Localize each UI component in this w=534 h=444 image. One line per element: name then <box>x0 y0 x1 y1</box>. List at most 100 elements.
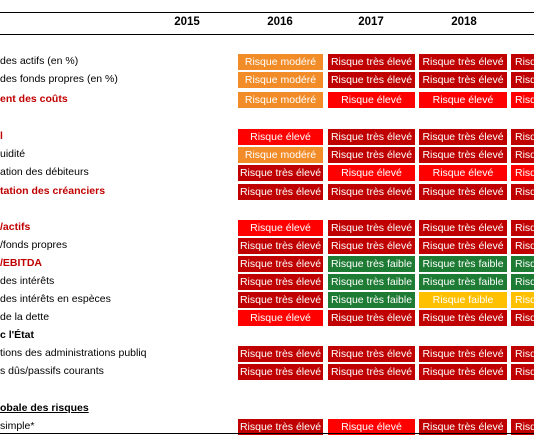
risk-cell-col-4: Risque très faible <box>511 256 534 272</box>
row-label: uidité <box>0 148 26 160</box>
risk-cell-col-4: Risque très élevé <box>511 147 534 163</box>
row-label: /fonds propres <box>0 239 68 251</box>
risk-cell-col-2: Risque très faible <box>328 274 415 290</box>
risk-cell-col-3: Risque très élevé <box>419 147 507 163</box>
risk-cell-col-4: Risque très élevé <box>511 238 534 254</box>
risk-cell-col-1: Risque très élevé <box>238 256 323 272</box>
header-bottom-rule <box>0 34 534 35</box>
risk-cell-col-1: Risque modéré <box>238 147 323 163</box>
table-row: ent des coûts Risque modéré Risque élevé Ri… <box>0 91 534 109</box>
risk-cell-col-3: Risque très élevé <box>419 346 507 362</box>
table-row: tions des administrations publiq Risque t… <box>0 345 534 363</box>
risk-cell-col-2: Risque très élevé <box>328 72 415 88</box>
risk-cell-col-2: Risque très élevé <box>328 364 415 380</box>
table-row: simple* Risque très élevé Risque élevé Risq… <box>0 418 534 436</box>
table-row: des fonds propres (en %) Risque modéré Ris… <box>0 71 534 89</box>
risk-cell-col-1: Risque élevé <box>238 129 323 145</box>
risk-cell-col-2: Risque très faible <box>328 256 415 272</box>
table-row: l Risque élevé Risque très élevé Risque trè… <box>0 128 534 146</box>
row-label: /EBITDA <box>0 257 42 269</box>
risk-cell-col-2: Risque très élevé <box>328 147 415 163</box>
risk-cell-col-3: Risque très élevé <box>419 419 507 435</box>
risk-cell-col-2: Risque très faible <box>328 292 415 308</box>
risk-cell-col-2: Risque très élevé <box>328 310 415 326</box>
risk-cell-col-3: Risque élevé <box>419 165 507 181</box>
risk-cell-col-2: Risque très élevé <box>328 220 415 236</box>
row-label: de la dette <box>0 311 50 323</box>
table-row: uidité Risque modéré Risque très élevé Risq… <box>0 146 534 164</box>
risk-cell-col-2: Risque très élevé <box>328 238 415 254</box>
risk-cell-col-2: Risque très élevé <box>328 184 415 200</box>
risk-cell-col-4: Risque très élevé <box>511 419 534 435</box>
risk-cell-col-1: Risque très élevé <box>238 364 323 380</box>
risk-cell-col-1: Risque très élevé <box>238 274 323 290</box>
row-label: c l'État <box>0 329 35 341</box>
risk-cell-col-3: Risque élevé <box>419 92 507 108</box>
table-bottom-rule <box>0 433 534 434</box>
table-row: c l'État <box>0 327 534 345</box>
table-row: /actifs Risque élevé Risque très élevé Risq… <box>0 219 534 237</box>
risk-cell-col-1: Risque modéré <box>238 72 323 88</box>
header-top-rule <box>0 12 534 13</box>
table-row: des intérêts en espèces Risque très élevé… <box>0 291 534 309</box>
risk-cell-col-2: Risque très élevé <box>328 129 415 145</box>
risk-cell-col-3: Risque très élevé <box>419 129 507 145</box>
row-label: des actifs (en %) <box>0 55 79 67</box>
risk-cell-col-3: Risque très élevé <box>419 310 507 326</box>
year-2017: 2017 <box>358 16 384 28</box>
row-label: /actifs <box>0 221 31 233</box>
year-2015: 2015 <box>174 16 200 28</box>
risk-cell-col-2: Risque très élevé <box>328 54 415 70</box>
risk-cell-col-1: Risque élevé <box>238 220 323 236</box>
risk-cell-col-4: Risque très élevé <box>511 72 534 88</box>
risk-cell-col-1: Risque très élevé <box>238 184 323 200</box>
risk-cell-col-1: Risque très élevé <box>238 346 323 362</box>
risk-cell-col-1: Risque modéré <box>238 92 323 108</box>
risk-cell-col-4: Risque très élevé <box>511 346 534 362</box>
row-label: des intérêts en espèces <box>0 293 111 305</box>
risk-cell-col-3: Risque très élevé <box>419 54 507 70</box>
risk-cell-col-1: Risque très élevé <box>238 238 323 254</box>
risk-cell-col-3: Risque faible <box>419 292 507 308</box>
row-label: obale des risques <box>0 402 89 414</box>
risk-cell-col-4: Risque très élevé <box>511 310 534 326</box>
row-label: l <box>0 130 3 142</box>
table-row: /EBITDA Risque très élevé Risque très faib… <box>0 255 534 273</box>
table-row: des intérêts Risque très élevé Risque très… <box>0 273 534 291</box>
year-2018: 2018 <box>451 16 477 28</box>
row-label: simple* <box>0 420 35 432</box>
risk-cell-col-3: Risque très élevé <box>419 72 507 88</box>
risk-cell-col-4: Risque faible <box>511 292 534 308</box>
risk-cell-col-4: Risque très élevé <box>511 129 534 145</box>
risk-cell-col-1: Risque très élevé <box>238 292 323 308</box>
table-row: de la dette Risque élevé Risque très élevé… <box>0 309 534 327</box>
table-row: s dûs/passifs courants Risque très élevé R… <box>0 363 534 381</box>
risk-cell-col-1: Risque élevé <box>238 310 323 326</box>
table-row: ation des débiteurs Risque très élevé Risq… <box>0 164 534 182</box>
table-row: tation des créanciers Risque très élevé Ri… <box>0 183 534 201</box>
risk-cell-col-3: Risque très élevé <box>419 220 507 236</box>
table-row: des actifs (en %) Risque modéré Risque trè… <box>0 53 534 71</box>
risk-cell-col-2: Risque élevé <box>328 92 415 108</box>
row-label: des intérêts <box>0 275 55 287</box>
row-label: des fonds propres (en %) <box>0 73 118 85</box>
risk-cell-col-3: Risque très faible <box>419 256 507 272</box>
risk-cell-col-1: Risque modéré <box>238 54 323 70</box>
row-label: tation des créanciers <box>0 185 106 197</box>
row-label: ation des débiteurs <box>0 166 89 178</box>
risk-cell-col-3: Risque très faible <box>419 274 507 290</box>
risk-cell-col-4: Risque élevé <box>511 92 534 108</box>
risk-cell-col-1: Risque très élevé <box>238 419 323 435</box>
risk-cell-col-4: Risque très élevé <box>511 364 534 380</box>
table-row: obale des risques <box>0 400 534 418</box>
year-2016: 2016 <box>267 16 293 28</box>
risk-cell-col-4: Risque très élevé <box>511 54 534 70</box>
risk-cell-col-4: Risque élevé <box>511 165 534 181</box>
row-label: tions des administrations publiq <box>0 347 147 359</box>
risk-cell-col-4: Risque très élevé <box>511 184 534 200</box>
row-label: s dûs/passifs courants <box>0 365 104 377</box>
row-label: ent des coûts <box>0 93 68 105</box>
table-row: /fonds propres Risque très élevé Risque tr… <box>0 237 534 255</box>
risk-cell-col-3: Risque très élevé <box>419 364 507 380</box>
risk-cell-col-3: Risque très élevé <box>419 238 507 254</box>
